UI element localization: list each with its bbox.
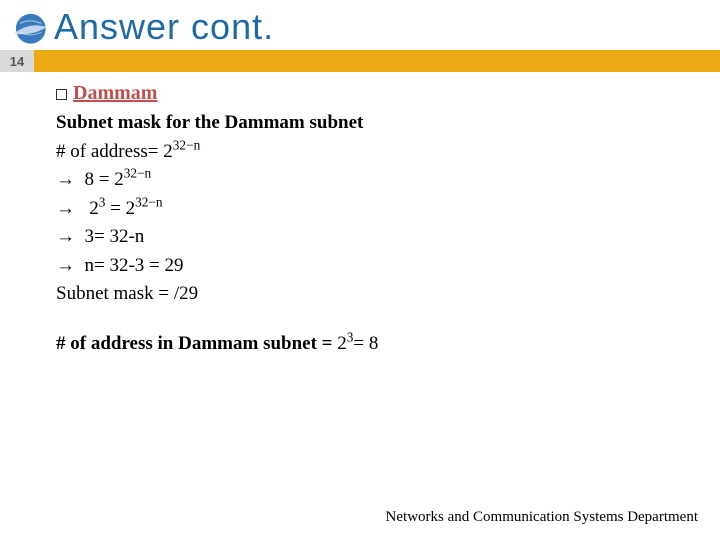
city-line: Dammam [56, 79, 720, 108]
spacer [56, 309, 720, 329]
step-2: → 23 = 232−n [56, 195, 720, 223]
slide-content: Dammam Subnet mask for the Dammam subnet… [0, 72, 720, 357]
header: Answer cont. [0, 0, 720, 50]
slide-title: Answer cont. [54, 6, 274, 48]
step-3: → 3= 32-n [56, 223, 720, 251]
num-addr-expr: 232−n [163, 141, 200, 162]
final-line: # of address in Dammam subnet = 23= 8 [56, 330, 720, 358]
bullet-square-icon [56, 89, 67, 100]
page-number-badge: 14 [0, 50, 34, 72]
subnet-heading: Subnet mask for the Dammam subnet [56, 109, 720, 137]
step-4: → n= 32-3 = 29 [56, 252, 720, 280]
result-line: Subnet mask = /29 [56, 280, 720, 308]
arrow-icon: → [56, 198, 75, 219]
num-address-def: # of address= 232−n [56, 138, 720, 166]
step-1: → 8 = 232−n [56, 166, 720, 194]
city-name: Dammam [73, 82, 157, 104]
footer-text: Networks and Communication Systems Depar… [386, 509, 698, 526]
globe-logo-icon [8, 6, 50, 48]
accent-bar: 14 [0, 50, 720, 72]
final-label: # of address in Dammam subnet = [56, 333, 337, 354]
arrow-icon: → [56, 169, 75, 190]
arrow-icon: → [56, 255, 75, 276]
arrow-icon: → [56, 226, 75, 247]
num-addr-label: # of address= [56, 141, 159, 162]
